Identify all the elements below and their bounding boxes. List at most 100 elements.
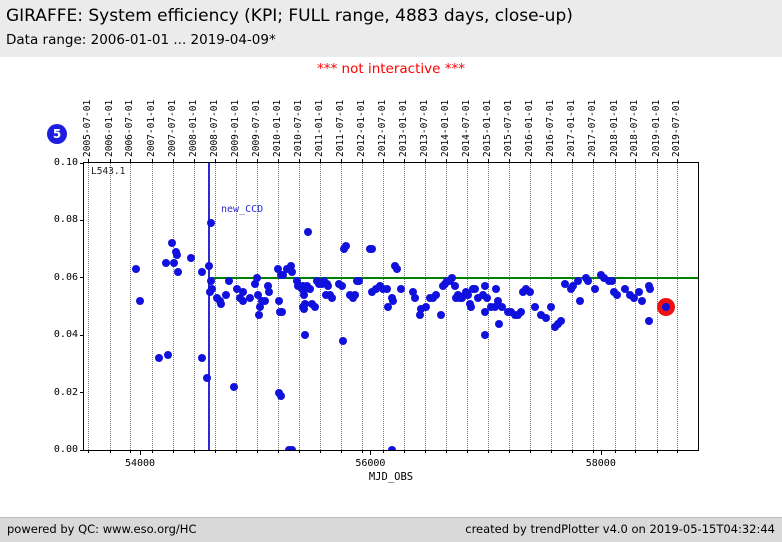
data-point — [305, 285, 314, 294]
x-tick-label: 58000 — [585, 458, 616, 469]
data-point — [463, 291, 472, 299]
gridline — [635, 163, 637, 450]
gridline — [340, 163, 342, 450]
date-tick-label: 2010-07-01 — [292, 99, 304, 157]
data-point — [560, 279, 569, 288]
data-point — [607, 276, 616, 285]
axis-tick — [593, 450, 595, 453]
gridline — [151, 163, 153, 450]
data-point — [187, 253, 195, 262]
data-point — [265, 288, 273, 297]
axis-tick — [235, 450, 237, 453]
data-point — [278, 270, 287, 279]
axis-tick — [530, 450, 532, 453]
footer-powered-by: powered by QC: www.eso.org/HC — [7, 522, 197, 536]
data-point — [287, 268, 296, 277]
date-tick-label: 2019-07-01 — [671, 99, 683, 157]
axis-tick — [656, 450, 658, 453]
data-point — [132, 265, 140, 274]
data-point — [239, 296, 248, 305]
data-point — [494, 319, 503, 328]
data-point — [525, 288, 534, 297]
data-point — [392, 265, 401, 274]
date-tick-label: 2013-01-01 — [398, 99, 410, 157]
gridline — [509, 163, 511, 450]
data-point — [300, 299, 309, 308]
data-point — [367, 288, 376, 297]
data-point — [541, 314, 550, 322]
data-point — [491, 285, 500, 294]
date-tick-label: 2018-07-01 — [629, 99, 641, 157]
date-tick-label: 2015-07-01 — [503, 99, 515, 157]
data-point — [217, 299, 226, 308]
y-tick-label: 0.04 — [53, 329, 78, 341]
data-point — [288, 446, 296, 450]
highlight-ring — [657, 297, 676, 316]
date-tick-label: 2014-07-01 — [461, 99, 472, 157]
date-tick-label: 2006-01-01 — [103, 99, 115, 157]
data-point — [431, 291, 440, 299]
data-point — [436, 311, 445, 320]
gridline — [130, 163, 132, 450]
axis-tick — [277, 450, 279, 453]
data-point — [612, 291, 621, 299]
gridline — [109, 163, 111, 450]
data-point — [546, 302, 555, 311]
axis-tick — [446, 450, 448, 453]
data-point — [275, 296, 283, 305]
date-tick-label: 2008-01-01 — [187, 99, 199, 157]
date-tick-label: 2011-01-01 — [313, 99, 325, 157]
gridline — [404, 163, 406, 450]
date-tick-label: 2010-01-01 — [271, 99, 283, 157]
data-point — [583, 276, 592, 285]
plot-inset-label: L543.1 — [91, 166, 126, 177]
gridline — [614, 163, 616, 450]
data-point — [299, 305, 308, 314]
data-point — [233, 285, 241, 294]
not-interactive-notice: *** not interactive *** — [317, 61, 465, 77]
data-point — [470, 285, 479, 294]
data-point — [371, 285, 380, 294]
y-tick-label: 0.00 — [53, 444, 78, 455]
data-point — [408, 288, 417, 297]
gridline — [572, 163, 574, 450]
axis-tick — [298, 450, 300, 453]
data-point — [388, 296, 397, 305]
data-point — [310, 302, 319, 311]
date-tick-label: 2019-01-01 — [650, 99, 662, 157]
gridline — [593, 163, 595, 450]
data-point — [480, 282, 489, 291]
data-point — [473, 293, 482, 302]
data-point — [634, 288, 643, 297]
date-tick-label: 2007-01-01 — [145, 99, 157, 157]
footer-bar: powered by QC: www.eso.org/HC created by… — [0, 517, 782, 542]
data-point — [162, 259, 170, 268]
data-point — [645, 285, 654, 294]
data-point — [202, 374, 211, 383]
axis-tick — [370, 450, 372, 455]
doc-link-badge[interactable]: 5 — [47, 124, 67, 144]
header-band: GIRAFFE: System efficiency (KPI; FULL ra… — [0, 0, 782, 57]
data-point — [337, 282, 346, 291]
date-tick-label: 2015-01-01 — [482, 99, 494, 157]
gridline — [319, 163, 321, 450]
data-point — [516, 308, 525, 317]
data-point — [205, 262, 213, 271]
data-point — [206, 219, 215, 228]
data-point — [421, 302, 430, 311]
axis-tick — [614, 450, 616, 453]
data-point — [497, 302, 506, 311]
data-point — [383, 302, 392, 311]
data-point — [490, 302, 499, 311]
data-point — [230, 382, 238, 391]
gridline — [656, 163, 658, 450]
axis-tick — [151, 450, 153, 453]
data-point — [530, 302, 539, 311]
data-point — [278, 308, 286, 317]
gridline — [235, 163, 237, 450]
gridline — [382, 163, 384, 450]
data-point — [350, 291, 359, 299]
data-point — [207, 276, 216, 285]
date-tick-label: 2005-07-01 — [82, 99, 94, 157]
